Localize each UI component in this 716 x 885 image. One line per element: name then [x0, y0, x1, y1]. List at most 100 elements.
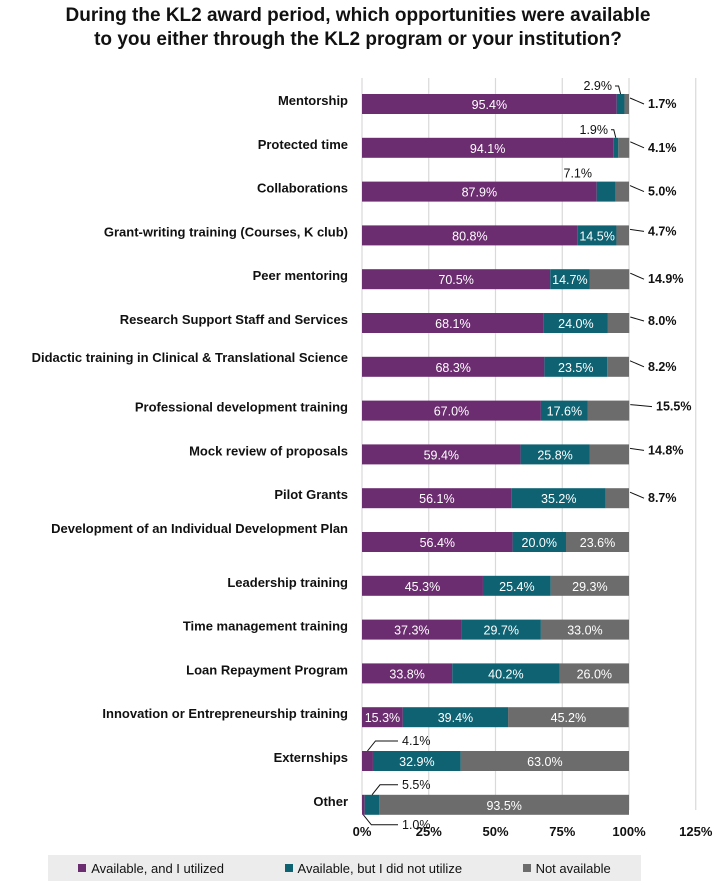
data-label-utilized: 95.4%: [472, 98, 507, 112]
data-label-not-available: 26.0%: [577, 667, 612, 681]
data-label-not-utilized: 29.7%: [484, 624, 519, 638]
bar-segment-not-available: [624, 94, 629, 114]
bar-segment-not-utilized: [364, 794, 380, 815]
bar-segment-not-utilized: [402, 707, 509, 728]
data-label-not-utilized: 5.5%: [402, 778, 431, 792]
leader-line: [629, 491, 645, 499]
bar-segment-not-utilized: [452, 663, 560, 684]
data-label-not-utilized: 25.8%: [537, 448, 572, 462]
bar-segment-utilized: [362, 400, 541, 421]
data-label-not-available: 23.6%: [580, 536, 615, 550]
leader-line: [362, 814, 398, 826]
chart-title-line-2: to you either through the KL2 program or…: [94, 29, 622, 50]
bar-segment-not-available: [460, 751, 629, 771]
leader-line: [371, 784, 398, 796]
leader-line: [629, 360, 645, 368]
data-label-not-utilized: 35.2%: [541, 492, 576, 506]
leader-line: [611, 129, 617, 138]
data-labels: 95.4% 2.9% 1.7% 94.1% 1.9% 4.1% 87.9% 7.1% 5.0% 8…: [362, 79, 691, 832]
category-label: Mock review of proposals: [189, 443, 348, 458]
data-label-not-available: 4.1%: [648, 141, 677, 155]
bar-segment-not-utilized: [372, 751, 461, 771]
bar-segment-utilized: [362, 181, 597, 202]
data-label-utilized: 1.0%: [402, 818, 431, 832]
data-label-not-available: 4.7%: [648, 224, 677, 238]
category-label: Time management training: [183, 619, 348, 634]
bar-segment-not-utilized: [511, 488, 606, 509]
x-tick-label: 0%: [353, 824, 372, 839]
data-label-not-available: 63.0%: [527, 755, 562, 769]
bar-segment-not-available: [615, 181, 629, 202]
bar-segment-not-available: [379, 794, 629, 815]
legend-item-utilized: Available, and I utilized: [78, 861, 224, 876]
bar-segment-not-available: [618, 137, 630, 158]
legend-swatch-not-available: [522, 864, 531, 872]
leader-line: [629, 228, 645, 232]
leader-line: [630, 141, 645, 149]
leader-line: [630, 316, 645, 322]
x-tick-label: 125%: [679, 824, 713, 839]
bar-segment-not-utilized: [616, 94, 625, 114]
data-label-not-available: 33.0%: [567, 624, 602, 638]
bar-segment-utilized: [362, 137, 614, 158]
data-label-utilized: 59.4%: [424, 448, 459, 462]
category-label: Other: [313, 794, 348, 809]
x-tick-label: 50%: [482, 824, 508, 839]
bar-segment-utilized: [362, 356, 545, 377]
bar-segment-utilized: [362, 532, 513, 552]
bar-segment-not-utilized: [543, 313, 608, 333]
data-label-utilized: 37.3%: [394, 624, 429, 638]
data-label-not-available: 8.0%: [648, 314, 677, 328]
data-label-utilized: 94.1%: [470, 142, 505, 156]
bar-segment-utilized: [362, 751, 373, 771]
category-label: Leadership training: [227, 575, 348, 590]
data-label-not-utilized: 14.7%: [552, 273, 587, 287]
leader-line: [630, 404, 653, 408]
bar-segment-utilized: [362, 619, 462, 640]
bar-segment-not-utilized: [596, 181, 616, 202]
category-label: Didactic training in Clinical & Translat…: [32, 350, 348, 365]
data-label-not-utilized: 32.9%: [399, 755, 434, 769]
bar-segment-utilized: [362, 488, 512, 509]
bar-segment-not-available: [589, 444, 629, 465]
bar-segment-utilized: [362, 269, 551, 290]
chart-title-line-1: During the KL2 award period, which oppor…: [65, 5, 651, 26]
bar-segment-utilized: [362, 444, 521, 465]
bar-segment-utilized: [362, 575, 483, 596]
legend-label-not-utilized: Available, but I did not utilize: [297, 860, 463, 876]
legend-label-not-available: Not available: [535, 860, 611, 876]
data-label-not-available: 8.2%: [648, 360, 677, 374]
bar-segment-utilized: [362, 663, 453, 684]
category-label: Pilot Grants: [274, 487, 348, 502]
bar-segment-not-available: [589, 269, 630, 290]
category-label: Research Support Staff and Services: [120, 312, 348, 327]
bar-segment-utilized: [362, 313, 544, 333]
category-label: Loan Repayment Program: [186, 662, 348, 677]
category-label: Protected time: [258, 137, 348, 152]
bar-segment-utilized: [362, 225, 578, 246]
data-label-not-available: 5.0%: [648, 185, 677, 199]
bar-segment-not-available: [540, 619, 629, 640]
data-label-utilized: 33.8%: [389, 667, 424, 681]
data-label-utilized: 15.3%: [365, 711, 400, 725]
bar-segment-not-available: [607, 356, 629, 377]
category-label: Professional development training: [135, 400, 348, 415]
leader-line: [629, 185, 645, 193]
leader-line: [615, 85, 622, 95]
category-label: Development of an Individual Development…: [51, 521, 348, 536]
bar-segment-not-utilized: [520, 444, 590, 465]
x-tick-label: 100%: [612, 824, 646, 839]
legend-swatch-utilized: [78, 864, 87, 872]
bar-segment-not-available: [508, 707, 629, 728]
category-labels: Mentorship Protected time Collaborations Gr…: [32, 93, 348, 809]
category-label: Innovation or Entrepreneurship training: [102, 706, 348, 721]
data-label-not-utilized: 2.9%: [584, 79, 613, 93]
bar-segment-utilized: [362, 94, 617, 114]
data-label-not-available: 14.9%: [648, 272, 683, 286]
x-tick-label: 25%: [416, 824, 442, 839]
bar-segment-not-utilized: [540, 400, 588, 421]
bar-segment-not-utilized: [482, 575, 551, 596]
chart-title: During the KL2 award period, which oppor…: [0, 4, 716, 52]
x-axis-tick-labels: 0% 25% 50% 75% 100% 125%: [353, 824, 713, 839]
category-label: Grant-writing training (Courses, K club): [104, 224, 348, 239]
